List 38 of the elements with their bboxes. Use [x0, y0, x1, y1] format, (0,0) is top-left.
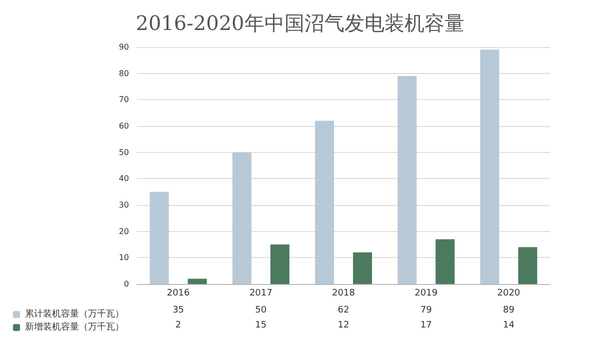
bar [315, 120, 334, 284]
legend-label: 累计装机容量（万千瓦） [25, 308, 124, 320]
y-tick-label: 40 [118, 174, 129, 184]
bar [480, 50, 500, 284]
y-tick-label: 80 [118, 68, 129, 78]
legend-label: 新增装机容量（万千瓦） [25, 322, 124, 332]
bar [270, 244, 290, 284]
bar [150, 192, 169, 284]
y-tick-label: 0 [124, 280, 129, 288]
data-label: 50 [255, 306, 267, 316]
y-tick-label: 50 [118, 148, 129, 157]
data-label: 2 [175, 320, 182, 330]
data-label: 79 [420, 306, 432, 316]
y-tick-label: 20 [118, 226, 129, 236]
x-tick-label: 2019 [414, 288, 438, 298]
y-tick-label: 60 [118, 122, 129, 130]
chart-title: 2016-2020年中国沼气发电装机容量 [136, 11, 464, 35]
bar [398, 76, 417, 284]
x-tick-label: 2016 [166, 288, 190, 298]
data-label: 89 [502, 306, 515, 316]
data-label: 35 [172, 306, 184, 316]
y-tick-label: 10 [118, 253, 129, 262]
data-label: 62 [338, 306, 350, 316]
bar [518, 247, 538, 284]
y-tick-label: 70 [118, 95, 129, 104]
data-label: 12 [338, 320, 350, 330]
x-tick-label: 2018 [332, 288, 356, 298]
y-tick-label: 30 [118, 200, 129, 210]
bar [436, 239, 455, 284]
x-tick-label: 2020 [497, 288, 520, 298]
data-label: 15 [255, 320, 267, 330]
data-label: 17 [420, 320, 432, 330]
data-label: 14 [502, 320, 515, 330]
bar [353, 252, 372, 284]
bar [188, 278, 207, 284]
y-tick-label: 90 [118, 42, 129, 52]
x-tick-label: 2017 [249, 288, 272, 298]
bar [232, 152, 252, 284]
